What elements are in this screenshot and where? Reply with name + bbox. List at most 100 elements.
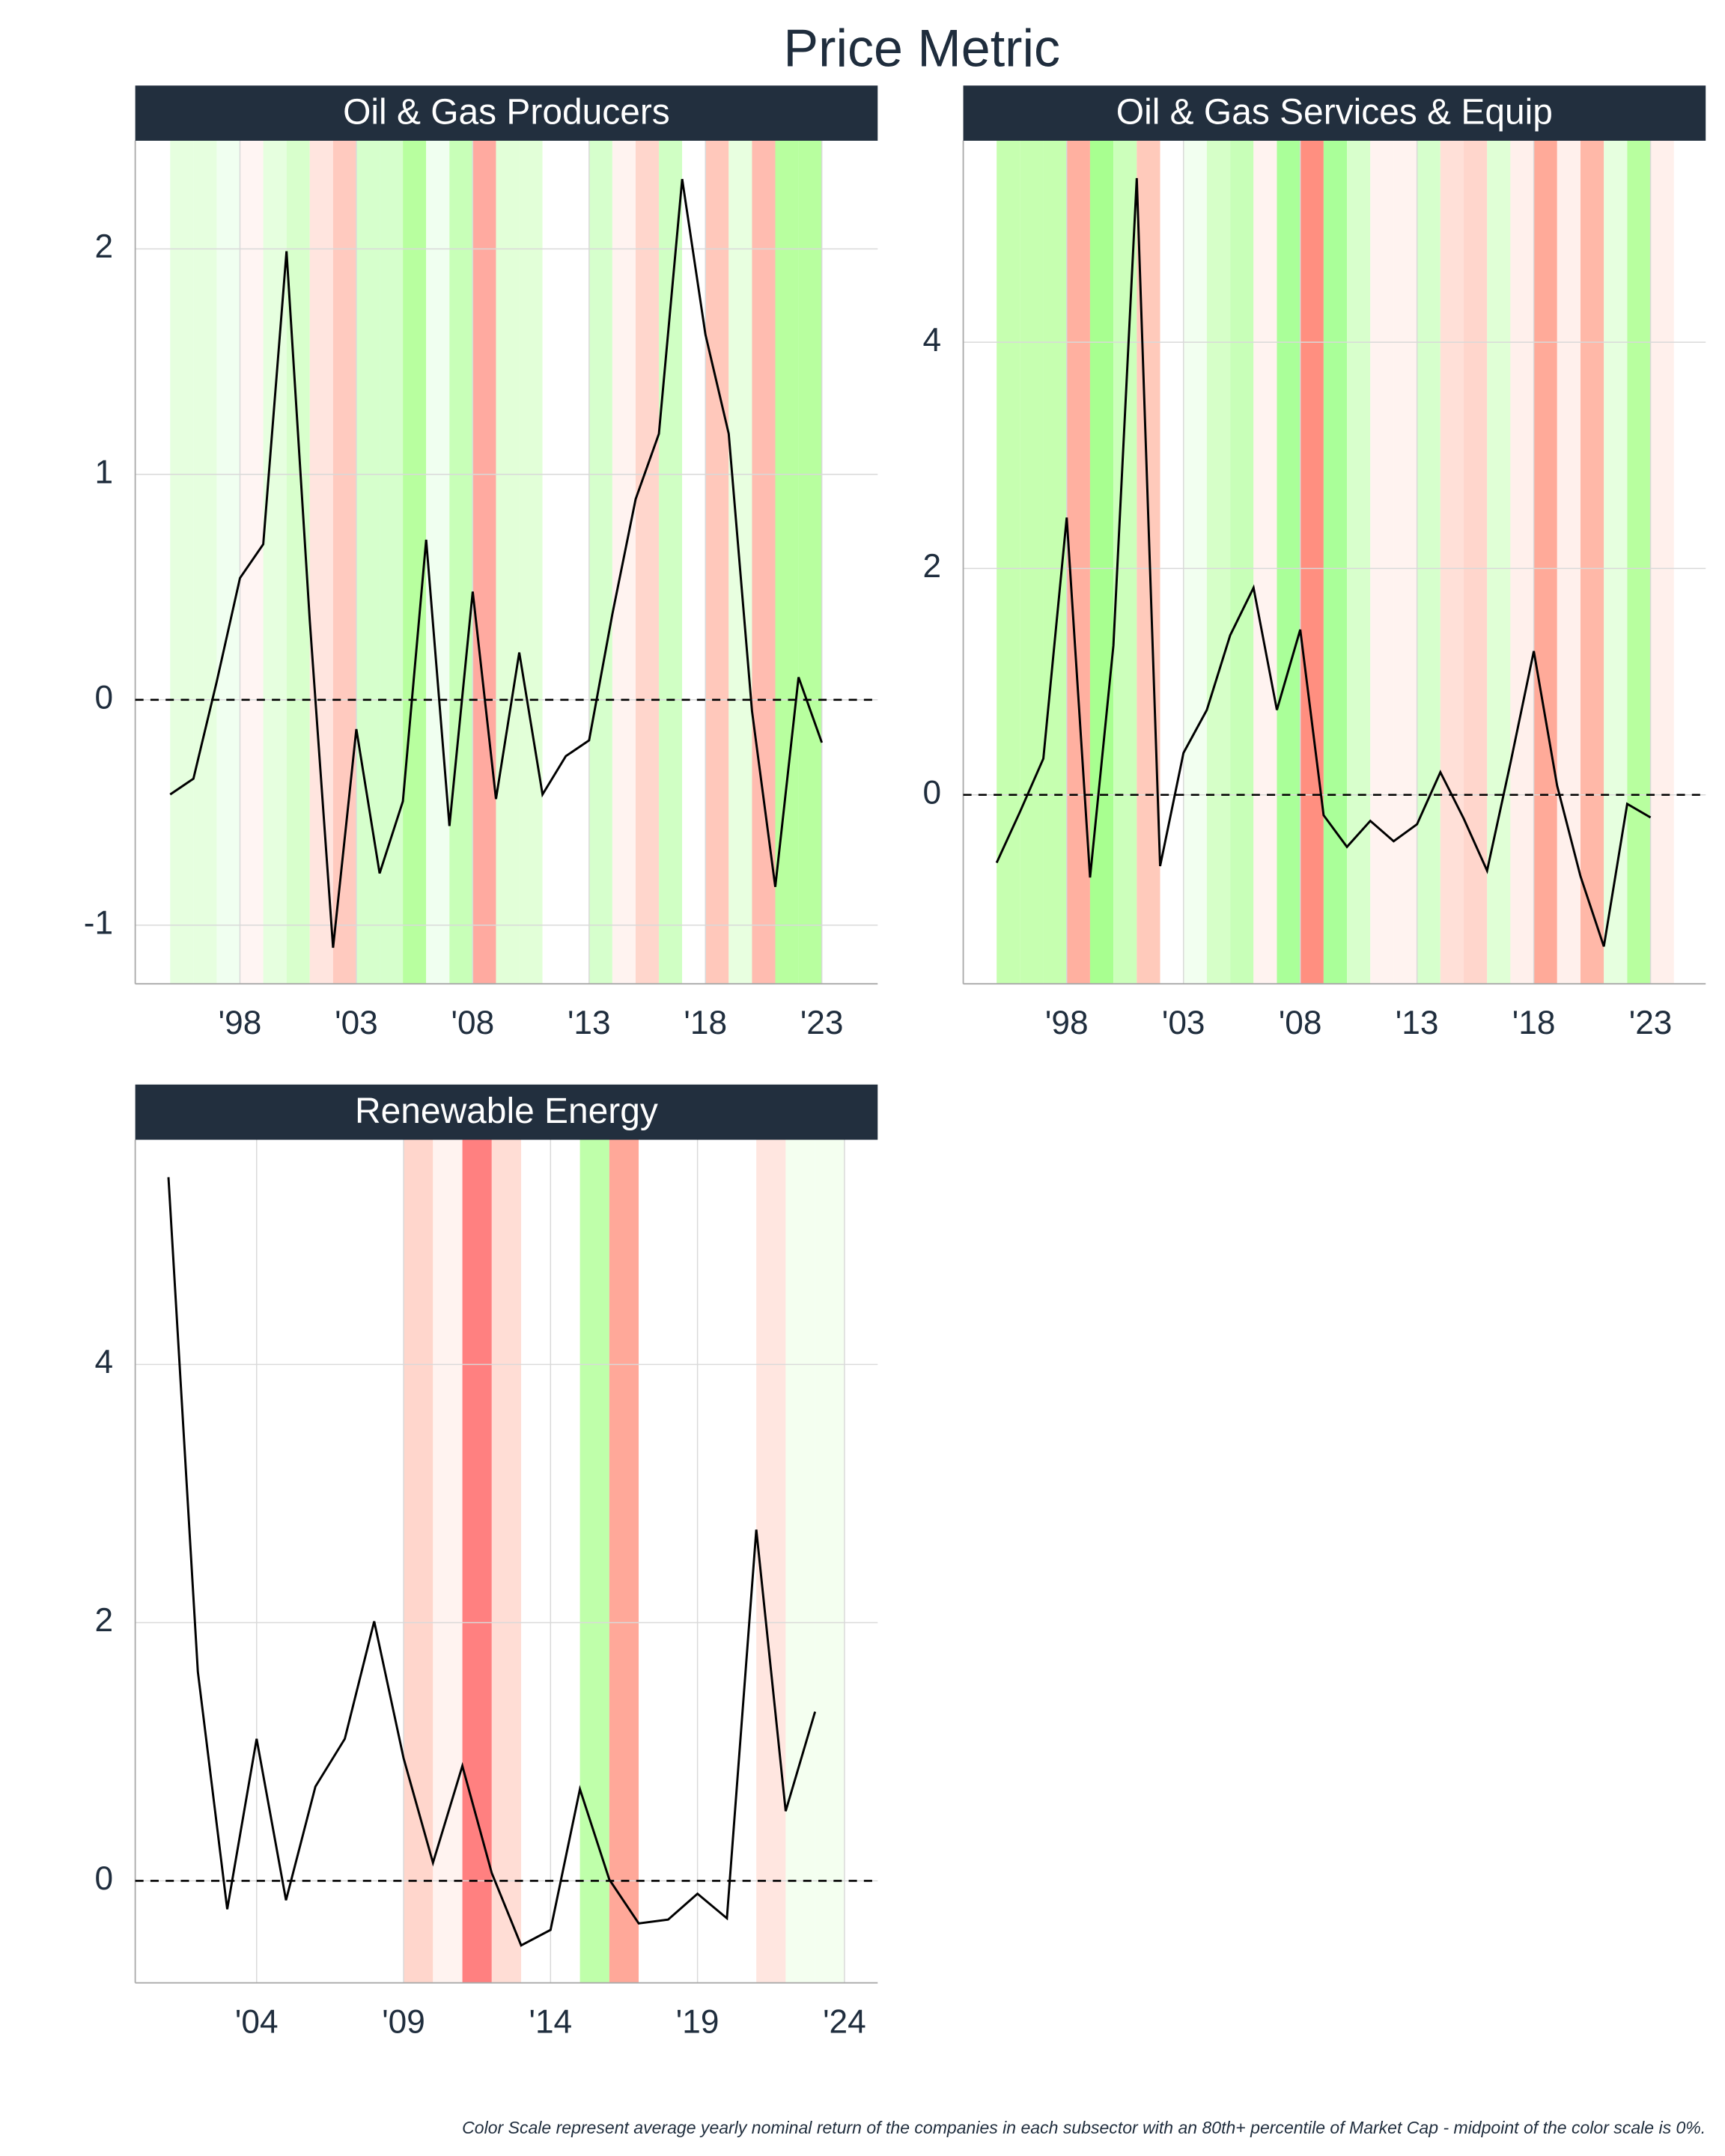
return-band: [198, 1139, 228, 1983]
data-line: [995, 177, 1652, 947]
return-band: [1206, 141, 1231, 984]
x-tick-label: '18: [1512, 1005, 1556, 1041]
return-band: [344, 1139, 374, 1983]
data-line: [169, 178, 824, 948]
return-band: [374, 1139, 404, 1983]
return-band: [1627, 141, 1651, 984]
y-tick-label: 2: [922, 548, 941, 585]
return-band: [1300, 141, 1324, 984]
return-band: [1370, 141, 1394, 984]
y-tick-label: 1: [95, 454, 114, 490]
data-line: [167, 1177, 817, 1947]
return-band: [168, 1139, 198, 1983]
strip-title: Oil & Gas Services & Equip: [1116, 93, 1553, 133]
y-tick-label: 0: [95, 679, 114, 716]
x-tick-label: '18: [684, 1005, 727, 1041]
return-band: [1253, 141, 1277, 984]
return-band: [1230, 141, 1254, 984]
return-band: [752, 141, 776, 984]
return-band: [668, 1139, 698, 1983]
return-band: [588, 141, 612, 984]
x-tick-label: '98: [219, 1005, 262, 1041]
return-band: [659, 141, 683, 984]
return-band: [216, 141, 240, 984]
strip-title: Renewable Energy: [355, 1091, 658, 1131]
return-band: [609, 1139, 639, 1983]
return-band: [332, 141, 356, 984]
return-band: [491, 1139, 522, 1983]
return-band: [1183, 141, 1207, 984]
return-band: [462, 1139, 492, 1983]
return-band: [1604, 141, 1628, 984]
return-band: [1347, 141, 1371, 984]
return-band: [697, 1139, 727, 1983]
y-tick-label: -1: [84, 905, 113, 942]
x-tick-label: '03: [335, 1005, 378, 1041]
strip: [963, 85, 1706, 141]
return-band: [565, 141, 589, 984]
x-tick-label: '04: [235, 2004, 279, 2041]
return-band: [1417, 141, 1440, 984]
return-band: [433, 1139, 463, 1983]
x-tick-label: '19: [676, 2004, 719, 2041]
x-tick-label: '13: [1396, 1005, 1439, 1041]
return-band: [798, 141, 822, 984]
return-band: [612, 141, 636, 984]
return-band: [496, 141, 520, 984]
y-tick-label: 4: [95, 1344, 114, 1380]
x-tick-label: '23: [800, 1005, 844, 1041]
return-band: [449, 141, 473, 984]
return-band: [705, 141, 729, 984]
return-band: [426, 141, 450, 984]
return-band: [639, 1139, 669, 1983]
return-band: [1510, 141, 1534, 984]
return-band: [997, 141, 1020, 984]
return-band: [519, 141, 543, 984]
return-band: [193, 141, 217, 984]
return-band: [1464, 141, 1488, 984]
y-tick-label: 4: [922, 322, 941, 359]
x-tick-label: '24: [823, 2004, 866, 2041]
x-tick-label: '09: [382, 2004, 425, 2041]
return-band: [579, 1139, 609, 1983]
return-band: [1533, 141, 1557, 984]
x-tick-label: '98: [1045, 1005, 1089, 1041]
x-tick-label: '13: [568, 1005, 611, 1041]
x-tick-label: '23: [1629, 1005, 1673, 1041]
strip: [135, 85, 878, 141]
chart-title: Price Metric: [783, 19, 1060, 78]
y-tick-label: 0: [922, 774, 941, 811]
return-band: [1020, 141, 1044, 984]
return-band: [227, 1139, 257, 1983]
return-band: [550, 1139, 580, 1983]
return-band: [380, 141, 404, 984]
return-band: [403, 141, 427, 984]
return-band: [309, 141, 333, 984]
return-band: [756, 1139, 786, 1983]
return-band: [263, 141, 287, 984]
return-band: [1277, 141, 1300, 984]
return-band: [256, 1139, 287, 1983]
x-tick-label: '14: [529, 2004, 573, 2041]
return-band: [404, 1139, 433, 1983]
x-tick-label: '03: [1162, 1005, 1205, 1041]
return-band: [1487, 141, 1511, 984]
return-band: [472, 141, 496, 984]
return-band: [170, 141, 194, 984]
return-band: [542, 141, 566, 984]
return-band: [1323, 141, 1348, 984]
return-band: [286, 1139, 316, 1983]
return-band: [1089, 141, 1114, 984]
return-band: [682, 141, 706, 984]
strip-title: Oil & Gas Producers: [343, 93, 670, 133]
x-tick-label: '08: [1279, 1005, 1322, 1041]
y-tick-label: 2: [95, 228, 114, 265]
return-band: [1160, 141, 1184, 984]
x-tick-label: '08: [451, 1005, 495, 1041]
y-tick-label: 0: [95, 1860, 114, 1897]
return-band: [1393, 141, 1417, 984]
return-band: [521, 1139, 551, 1983]
return-band: [315, 1139, 345, 1983]
y-tick-label: 2: [95, 1602, 114, 1639]
